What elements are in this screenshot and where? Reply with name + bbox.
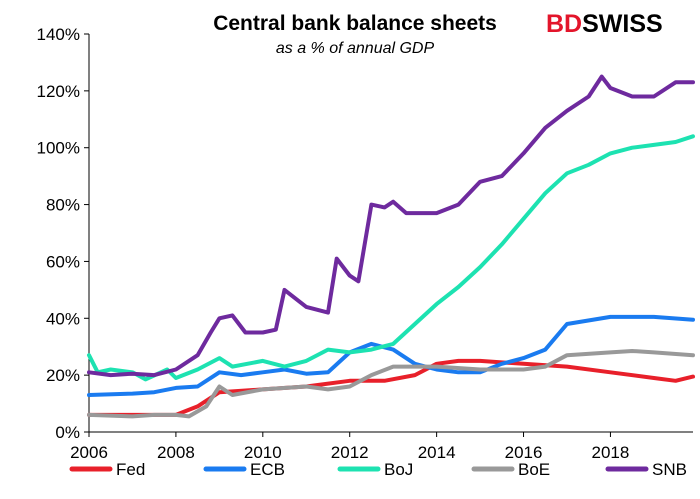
chart-subtitle: as a % of annual GDP [276,40,435,57]
logo-bd-text: BD [546,10,582,38]
series-line-snb [87,74,695,378]
y-axis-ticks: 0% 20% 40% 60% 80% 100% 120% 140% [37,25,89,442]
legend-label-fed: Fed [116,460,145,479]
x-axis-ticks: 2006 2008 2010 2012 2014 2016 2018 [70,432,629,462]
logo-swiss-text: SWISS [582,10,663,38]
y-tick-label: 40% [46,309,80,328]
y-tick-label: 60% [46,252,80,271]
series-line-ecb [87,314,695,397]
chart-title: Central bank balance sheets [213,12,497,35]
y-tick-label: 120% [37,82,80,101]
x-tick-label: 2008 [157,443,195,462]
x-tick-label: 2010 [244,443,282,462]
legend-label-ecb: ECB [250,460,285,479]
x-tick-label: 2014 [418,443,456,462]
legend-label-boe: BoE [518,460,550,479]
legend: Fed ECB BoJ BoE SNB [69,460,687,479]
y-tick-label: 80% [46,196,80,215]
brand-logo: BDSWISS [546,10,663,38]
x-tick-label: 2012 [331,443,369,462]
legend-label-boj: BoJ [384,460,413,479]
y-tick-label: 140% [37,25,80,44]
svg-text:BDSWISS: BDSWISS [546,10,663,38]
x-tick-label: 2018 [592,443,630,462]
y-tick-label: 0% [55,423,80,442]
series-line-boe [87,349,695,419]
axes [88,34,693,433]
x-tick-label: 2016 [505,443,543,462]
series-line-boj [87,134,695,382]
y-tick-label: 100% [37,139,80,158]
series-lines [87,74,695,419]
y-tick-label: 20% [46,366,80,385]
series-line-fed [87,358,695,417]
legend-label-snb: SNB [652,460,687,479]
x-tick-label: 2006 [70,443,108,462]
